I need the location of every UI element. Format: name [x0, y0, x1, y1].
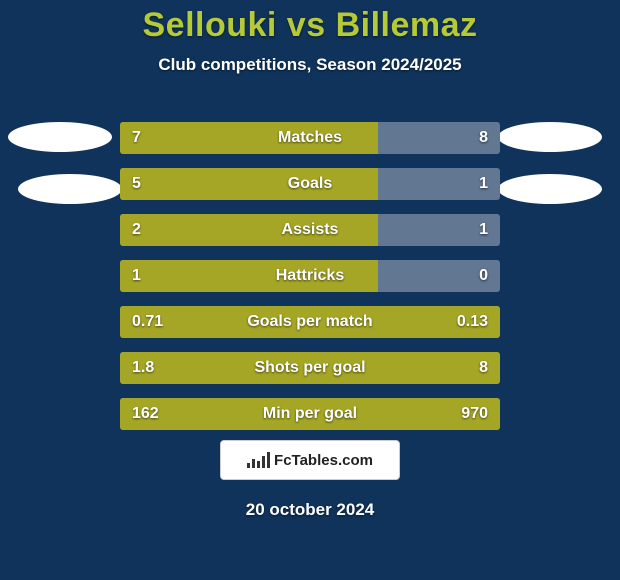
date-text: 20 october 2024 [0, 500, 620, 520]
source-badge-text: FcTables.com [274, 452, 373, 469]
comparison-card: Sellouki vs Billemaz Club competitions, … [0, 0, 620, 580]
stat-row: Min per goal162970 [120, 398, 500, 430]
stat-row: Goals per match0.710.13 [120, 306, 500, 338]
stat-row: Goals51 [120, 168, 500, 200]
stat-row: Matches78 [120, 122, 500, 154]
stat-row: Shots per goal1.88 [120, 352, 500, 384]
stat-row-fill-left [120, 214, 378, 246]
source-badge: FcTables.com [220, 440, 400, 480]
stat-row-fill-left [120, 168, 378, 200]
stat-rows: Matches78 Goals51 Assists21 Hattricks10 Goal… [0, 122, 620, 444]
page-subtitle: Club competitions, Season 2024/2025 [0, 55, 620, 75]
stat-row-fill-left [120, 306, 500, 338]
stat-row-fill-left [120, 352, 500, 384]
stat-row-fill-left [120, 260, 378, 292]
stat-row-fill-left [120, 398, 500, 430]
stat-row-fill-left [120, 122, 378, 154]
stat-row: Hattricks10 [120, 260, 500, 292]
page-title: Sellouki vs Billemaz [0, 0, 620, 45]
stat-row: Assists21 [120, 214, 500, 246]
chart-icon [247, 452, 270, 468]
